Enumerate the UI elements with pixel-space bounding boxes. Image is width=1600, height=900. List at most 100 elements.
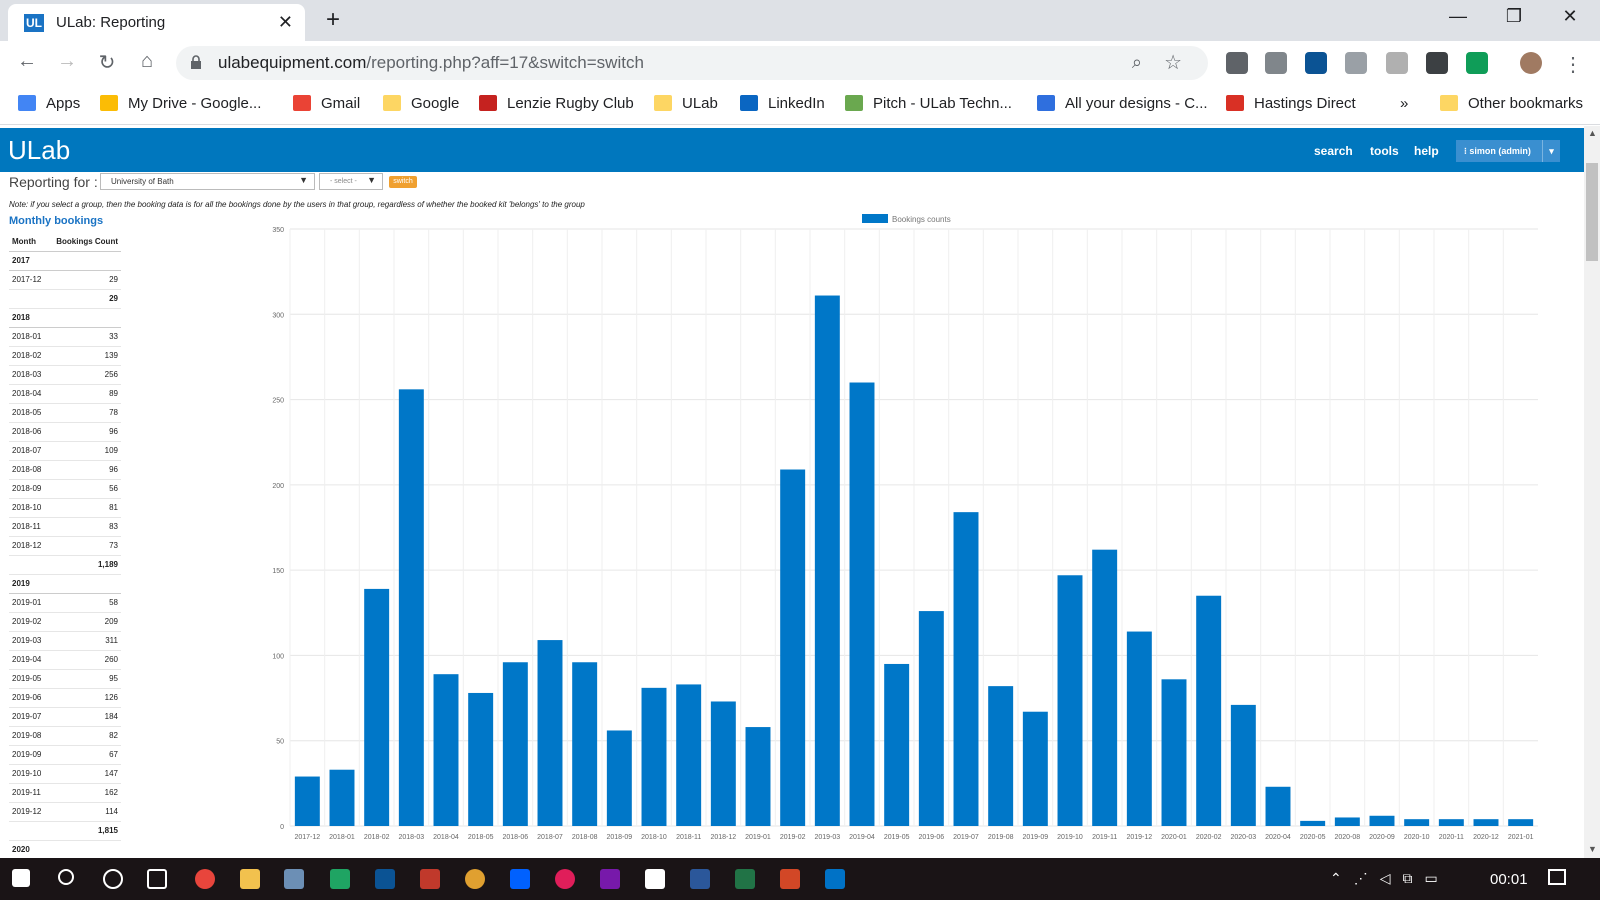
bookmark-favicon-icon bbox=[1037, 95, 1055, 111]
table-row: 2018-03 256 bbox=[9, 366, 121, 385]
x-tick-label: 2018-10 bbox=[641, 834, 667, 841]
bookmark-item[interactable]: Pitch - ULab Techn... bbox=[845, 95, 1012, 112]
browser-tab[interactable]: UL ULab: Reporting ✕ bbox=[8, 4, 305, 41]
bookmarks-overflow-icon[interactable]: » bbox=[1400, 95, 1409, 112]
minimize-icon[interactable]: — bbox=[1449, 6, 1467, 26]
bookmark-item[interactable]: Google bbox=[383, 95, 459, 112]
app-icon[interactable] bbox=[420, 869, 440, 889]
forward-icon[interactable]: → bbox=[57, 50, 77, 72]
chrome-icon[interactable] bbox=[195, 869, 215, 889]
scroll-thumb[interactable] bbox=[1586, 163, 1598, 261]
count-cell: 114 bbox=[105, 807, 118, 816]
restore-icon[interactable]: ❐ bbox=[1505, 6, 1523, 26]
chevron-down-icon: ▼ bbox=[367, 175, 376, 185]
bar bbox=[953, 512, 979, 826]
bookmark-item[interactable]: All your designs - C... bbox=[1037, 95, 1208, 112]
zoom-icon[interactable]: ⌕ bbox=[1131, 52, 1142, 72]
scroll-down-icon[interactable]: ▼ bbox=[1588, 844, 1597, 854]
extension-dropbox-icon[interactable] bbox=[1345, 52, 1367, 74]
user-menu[interactable]: ⁝ simon (admin) ▾ bbox=[1456, 140, 1560, 162]
x-tick-label: 2019-04 bbox=[849, 834, 875, 841]
app-icon[interactable] bbox=[465, 869, 485, 889]
clock[interactable]: 00:01 bbox=[1490, 871, 1528, 888]
bar bbox=[294, 776, 320, 826]
bookmark-item[interactable]: Gmail bbox=[293, 95, 360, 112]
extension-database-icon[interactable] bbox=[1386, 52, 1408, 74]
bookmark-item[interactable]: Hastings Direct bbox=[1226, 95, 1356, 112]
cortana-icon[interactable] bbox=[103, 869, 123, 889]
extension-s-icon[interactable] bbox=[1466, 52, 1488, 74]
bookmark-item[interactable]: ULab bbox=[654, 95, 718, 112]
nav-help[interactable]: help bbox=[1414, 144, 1439, 158]
file-explorer-icon[interactable] bbox=[240, 869, 260, 889]
table-header-row: Month Bookings Count bbox=[9, 233, 121, 252]
back-icon[interactable]: ← bbox=[17, 50, 37, 72]
word-icon[interactable] bbox=[690, 869, 710, 889]
count-cell: 256 bbox=[104, 370, 118, 379]
bar bbox=[329, 769, 355, 826]
x-tick-label: 2019-11 bbox=[1092, 834, 1117, 841]
table-row: 2019-04 260 bbox=[9, 651, 121, 670]
close-tab-icon[interactable]: ✕ bbox=[277, 12, 293, 32]
month-cell: 2020 bbox=[12, 845, 30, 854]
switch-button[interactable]: switch bbox=[389, 176, 417, 188]
bar bbox=[1161, 679, 1187, 826]
app-icon[interactable] bbox=[284, 869, 304, 889]
extension-bi-icon[interactable] bbox=[1305, 52, 1327, 74]
window-close-icon[interactable]: ✕ bbox=[1562, 6, 1578, 26]
extension-cursor-icon[interactable] bbox=[1226, 52, 1248, 74]
bar bbox=[1230, 704, 1256, 826]
google-drive-icon[interactable] bbox=[330, 869, 350, 889]
organisation-select[interactable]: University of Bath ▼ bbox=[100, 173, 315, 190]
address-bar[interactable]: ulabequipment.com/reporting.php?aff=17&s… bbox=[176, 46, 1208, 80]
extension-drive-icon[interactable] bbox=[1265, 52, 1287, 74]
nav-tools[interactable]: tools bbox=[1370, 144, 1399, 158]
reporting-label: Reporting for : bbox=[9, 174, 98, 190]
extension-tag-icon[interactable] bbox=[1426, 52, 1448, 74]
profile-avatar[interactable] bbox=[1520, 52, 1542, 74]
table-row: 2018-04 89 bbox=[9, 385, 121, 404]
notifications-icon[interactable] bbox=[1548, 869, 1566, 885]
bookmark-star-icon[interactable]: ☆ bbox=[1164, 52, 1182, 74]
group-select[interactable]: - select - ▼ bbox=[319, 173, 383, 190]
excel-icon[interactable] bbox=[735, 869, 755, 889]
bar bbox=[641, 687, 667, 826]
scroll-up-icon[interactable]: ▲ bbox=[1588, 128, 1597, 138]
new-tab-icon[interactable]: + bbox=[326, 6, 341, 33]
table-row: 2018-09 56 bbox=[9, 480, 121, 499]
count-cell: 260 bbox=[104, 655, 118, 664]
nav-search[interactable]: search bbox=[1314, 144, 1353, 158]
bar bbox=[398, 389, 424, 826]
chevron-down-icon[interactable]: ▾ bbox=[1542, 140, 1560, 162]
bookmark-item[interactable]: My Drive - Google... bbox=[100, 95, 261, 112]
dropbox-icon[interactable] bbox=[510, 869, 530, 889]
month-cell: 2019 bbox=[12, 579, 30, 588]
reload-icon[interactable]: ↻ bbox=[98, 52, 116, 74]
bookmark-favicon-icon bbox=[100, 95, 118, 111]
month-cell: 2019-12 bbox=[12, 807, 42, 816]
bar bbox=[884, 663, 910, 826]
page-scrollbar[interactable]: ▲ ▼ bbox=[1584, 126, 1600, 858]
outlook-icon[interactable] bbox=[825, 869, 845, 889]
slack-icon[interactable] bbox=[555, 869, 575, 889]
power-bi-icon[interactable] bbox=[375, 869, 395, 889]
system-tray-icons[interactable]: ⌃⋰◁⧉▭ bbox=[1330, 870, 1450, 886]
bookmark-item[interactable]: Apps bbox=[18, 95, 80, 112]
bookmark-item[interactable]: Lenzie Rugby Club bbox=[479, 95, 634, 112]
onenote-icon[interactable] bbox=[600, 869, 620, 889]
count-cell: 81 bbox=[109, 503, 118, 512]
url-path: /reporting.php?aff=17&switch=switch bbox=[366, 53, 644, 72]
home-icon[interactable]: ⌂ bbox=[140, 50, 154, 72]
windows-start-icon[interactable] bbox=[12, 869, 30, 887]
bookmark-favicon-icon bbox=[654, 95, 672, 111]
menu-dots-icon[interactable]: ⋮ bbox=[1563, 54, 1583, 76]
bookmark-item[interactable]: LinkedIn bbox=[740, 95, 825, 112]
calculator-icon[interactable] bbox=[645, 869, 665, 889]
other-bookmarks[interactable]: Other bookmarks bbox=[1440, 95, 1583, 112]
task-view-icon[interactable] bbox=[147, 869, 167, 889]
bar bbox=[537, 640, 563, 826]
app-logo[interactable]: ULab bbox=[8, 135, 71, 165]
powerpoint-icon[interactable] bbox=[780, 869, 800, 889]
other-bookmarks-label: Other bookmarks bbox=[1468, 95, 1584, 112]
search-icon[interactable] bbox=[58, 869, 74, 885]
